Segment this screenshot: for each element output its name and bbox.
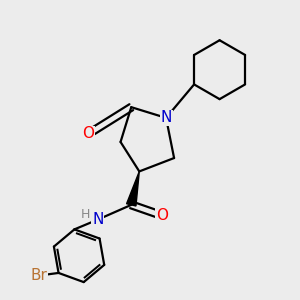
Text: Br: Br bbox=[30, 268, 47, 283]
Text: O: O bbox=[156, 208, 168, 223]
Polygon shape bbox=[127, 171, 139, 206]
Text: O: O bbox=[82, 126, 94, 141]
Text: N: N bbox=[92, 212, 103, 227]
Text: N: N bbox=[160, 110, 172, 125]
Text: H: H bbox=[81, 208, 90, 221]
